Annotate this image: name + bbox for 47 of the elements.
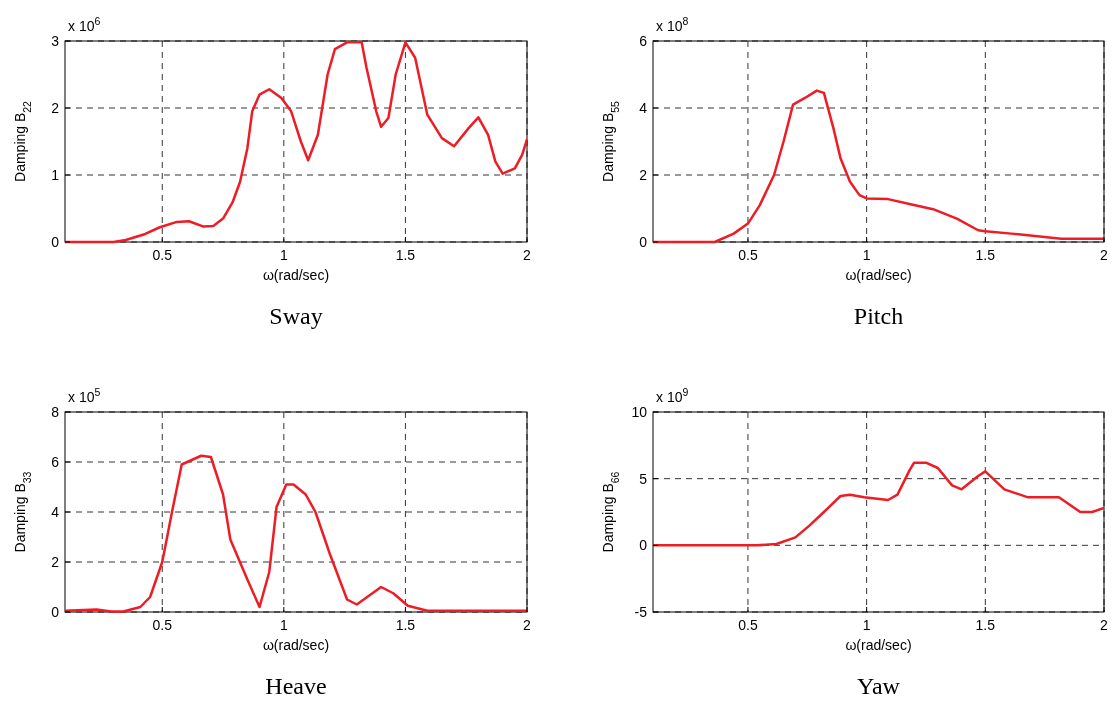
text: Sway: [269, 303, 323, 329]
y-tick-label: 5: [639, 470, 648, 487]
y-tick-label: 3: [51, 33, 60, 49]
y-tick-label: 8: [51, 404, 60, 420]
text: Heave: [265, 673, 327, 699]
text: x 10$^{9}$: [656, 386, 689, 405]
line-series: [653, 461, 1104, 547]
x-tick-label: 0.5: [152, 247, 173, 263]
y-tick-label: 10: [631, 404, 648, 420]
y-tick-label: 4: [639, 100, 648, 116]
x-tick-label: 0.5: [738, 247, 758, 263]
x-tick-label: 1: [862, 247, 871, 263]
y-tick-label: 0: [639, 537, 648, 554]
x-tick-label: 1: [279, 247, 288, 263]
text: x 10$^{8}$: [656, 15, 689, 34]
text: Pitch: [853, 303, 904, 329]
text: x 10$^{6}$: [68, 15, 101, 34]
x-tick-label: 1.5: [975, 247, 996, 263]
x-tick-label: 1: [862, 617, 871, 633]
x-tick-label: 0.5: [152, 617, 173, 633]
y-tick-label: 0: [51, 234, 60, 250]
x-tick-label: 1: [279, 617, 288, 633]
y-tick-label: 0: [639, 234, 648, 250]
y-tick-label: 6: [639, 33, 648, 49]
y-tick-label: 1: [51, 167, 60, 183]
y-tick-label: 6: [51, 454, 60, 470]
y-tick-label: 4: [51, 504, 60, 520]
y-tick-label: 2: [639, 167, 648, 183]
x-tick-label: 1.5: [395, 617, 416, 633]
x-tick-label: 2: [523, 247, 532, 263]
x-tick-label: 2: [523, 617, 532, 633]
y-tick-label: 2: [51, 100, 60, 116]
y-tick-label: 2: [51, 554, 60, 570]
y-tick-label: -5: [634, 604, 648, 620]
x-tick-label: 2: [1100, 617, 1109, 633]
y-tick-label: 0: [51, 604, 60, 620]
text: x 10$^{5}$: [68, 386, 101, 405]
text: Yaw: [857, 673, 901, 699]
x-axis-title: ω(rad/sec): [845, 267, 912, 283]
x-tick-label: 2: [1100, 247, 1109, 263]
x-axis-title: ω(rad/sec): [262, 267, 330, 283]
x-tick-label: 1.5: [395, 247, 416, 263]
line-series: [65, 41, 527, 244]
x-tick-label: 1.5: [975, 617, 996, 633]
x-tick-label: 0.5: [738, 617, 758, 633]
x-axis-title: ω(rad/sec): [262, 637, 330, 653]
x-axis-title: ω(rad/sec): [845, 637, 912, 653]
